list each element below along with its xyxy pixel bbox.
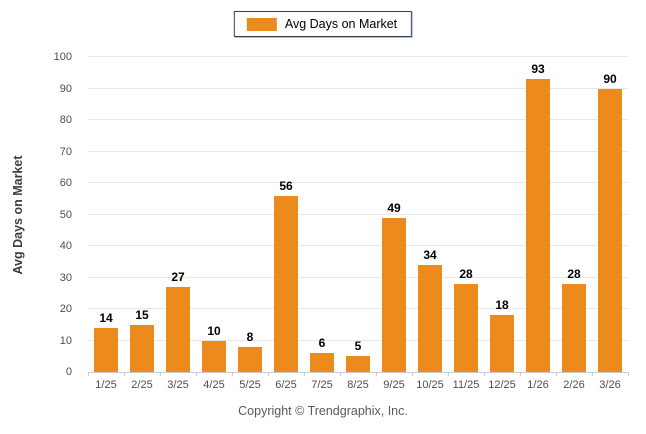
bar-value-label: 6: [318, 336, 326, 351]
x-tick-mark: [376, 372, 377, 376]
x-tick-label: 3/26: [599, 379, 621, 391]
gridline: [88, 276, 628, 278]
copyright-text: Copyright © Trendgraphix, Inc.: [238, 404, 408, 418]
bar-11/25: [454, 283, 478, 372]
bar-1/25: [94, 327, 118, 372]
x-tick-mark: [160, 372, 161, 376]
x-tick-label: 1/25: [95, 379, 117, 391]
x-tick-label: 9/25: [383, 379, 405, 391]
bar-value-label: 93: [531, 62, 545, 77]
gridline: [88, 308, 628, 309]
gridline: [88, 339, 628, 341]
bar-value-label: 27: [171, 269, 185, 284]
x-tick-mark: [592, 372, 593, 376]
legend-swatch-icon: [246, 17, 277, 31]
bar-3/25: [166, 286, 190, 372]
legend-label: Avg Days on Market: [284, 17, 398, 31]
legend: Avg Days on Market: [233, 11, 413, 37]
x-tick-label: 3/25: [167, 379, 189, 391]
x-tick-label: 11/25: [452, 379, 480, 391]
x-tick-mark: [196, 372, 197, 376]
gridline: [88, 213, 628, 215]
x-tick-label: 4/25: [203, 379, 225, 391]
y-tick-label: 80: [59, 114, 72, 126]
x-tick-mark: [484, 372, 485, 376]
x-axis-line: [88, 372, 628, 373]
bar-value-label: 10: [207, 323, 221, 338]
y-tick-label: 50: [59, 208, 72, 221]
bar-value-label: 18: [495, 298, 509, 313]
x-tick-mark: [412, 372, 413, 376]
x-tick-label: 2/25: [131, 379, 153, 391]
x-tick-label: 10/25: [416, 379, 444, 391]
bar-value-label: 49: [387, 200, 401, 215]
y-tick-label: 0: [65, 366, 72, 378]
x-tick-mark: [268, 372, 269, 376]
x-tick-label: 7/25: [311, 379, 333, 391]
x-tick-mark: [304, 372, 305, 376]
x-tick-label: 2/26: [563, 379, 585, 391]
x-tick-mark: [520, 372, 521, 376]
bar-value-label: 28: [459, 266, 473, 281]
y-tick-label: 40: [59, 240, 72, 252]
y-tick-label: 90: [59, 82, 72, 95]
bar-value-label: 14: [99, 310, 113, 325]
bar-value-label: 34: [423, 247, 437, 262]
gridline: [88, 119, 628, 120]
gridline: [88, 150, 628, 152]
y-tick-label: 30: [59, 271, 72, 284]
bar-7/25: [310, 353, 334, 372]
bar-2/25: [130, 324, 154, 372]
bar-value-label: 28: [567, 266, 581, 281]
gridline: [88, 245, 628, 246]
y-tick-label: 100: [53, 51, 72, 63]
x-tick-label: 1/26: [527, 379, 549, 391]
bar-value-label: 56: [279, 178, 293, 193]
bar-value-label: 15: [135, 307, 149, 322]
x-tick-label: 12/25: [488, 379, 516, 391]
gridline: [88, 182, 628, 183]
y-tick-label: 20: [59, 303, 72, 315]
bar-4/25: [202, 340, 226, 372]
x-tick-mark: [340, 372, 341, 376]
x-tick-label: 6/25: [275, 379, 297, 391]
gridline: [88, 87, 628, 89]
plot-area: 14 15 27 10 8 56 6 5 49 34 28 18 93 28 90: [88, 56, 629, 376]
x-tick-mark: [88, 372, 89, 376]
y-axis-title: Avg Days on Market: [11, 155, 25, 275]
bar-value-label: 8: [246, 329, 254, 344]
y-tick-label: 70: [59, 145, 72, 158]
bar-value-label: 90: [603, 71, 617, 86]
bar-5/25: [238, 346, 262, 372]
y-axis-tick-labels: 0 10 20 30 40 50 60 70 80 90 100: [40, 51, 78, 378]
bar-8/25: [346, 356, 370, 372]
y-tick-label: 60: [59, 177, 72, 189]
bar-1/26: [526, 79, 550, 372]
x-axis-tick-labels: 1/25 2/25 3/25 4/25 5/25 6/25 7/25 8/25 9/25 10/2…: [88, 379, 628, 393]
bar-10/25: [418, 264, 442, 372]
x-tick-mark: [124, 372, 125, 376]
x-tick-label: 8/25: [347, 379, 369, 391]
x-tick-mark: [628, 372, 629, 376]
bar-6/25: [274, 195, 298, 372]
x-tick-mark: [448, 372, 449, 376]
gridline: [88, 56, 628, 57]
bar-12/25: [490, 315, 514, 372]
bar-2/26: [562, 283, 586, 372]
bar-9/25: [382, 217, 406, 372]
x-tick-mark: [232, 372, 233, 376]
bar-value-label: 5: [354, 339, 362, 354]
x-tick-mark: [556, 372, 557, 376]
y-tick-label: 10: [59, 334, 72, 347]
bar-3/26: [598, 88, 622, 372]
x-tick-label: 5/25: [239, 379, 261, 391]
